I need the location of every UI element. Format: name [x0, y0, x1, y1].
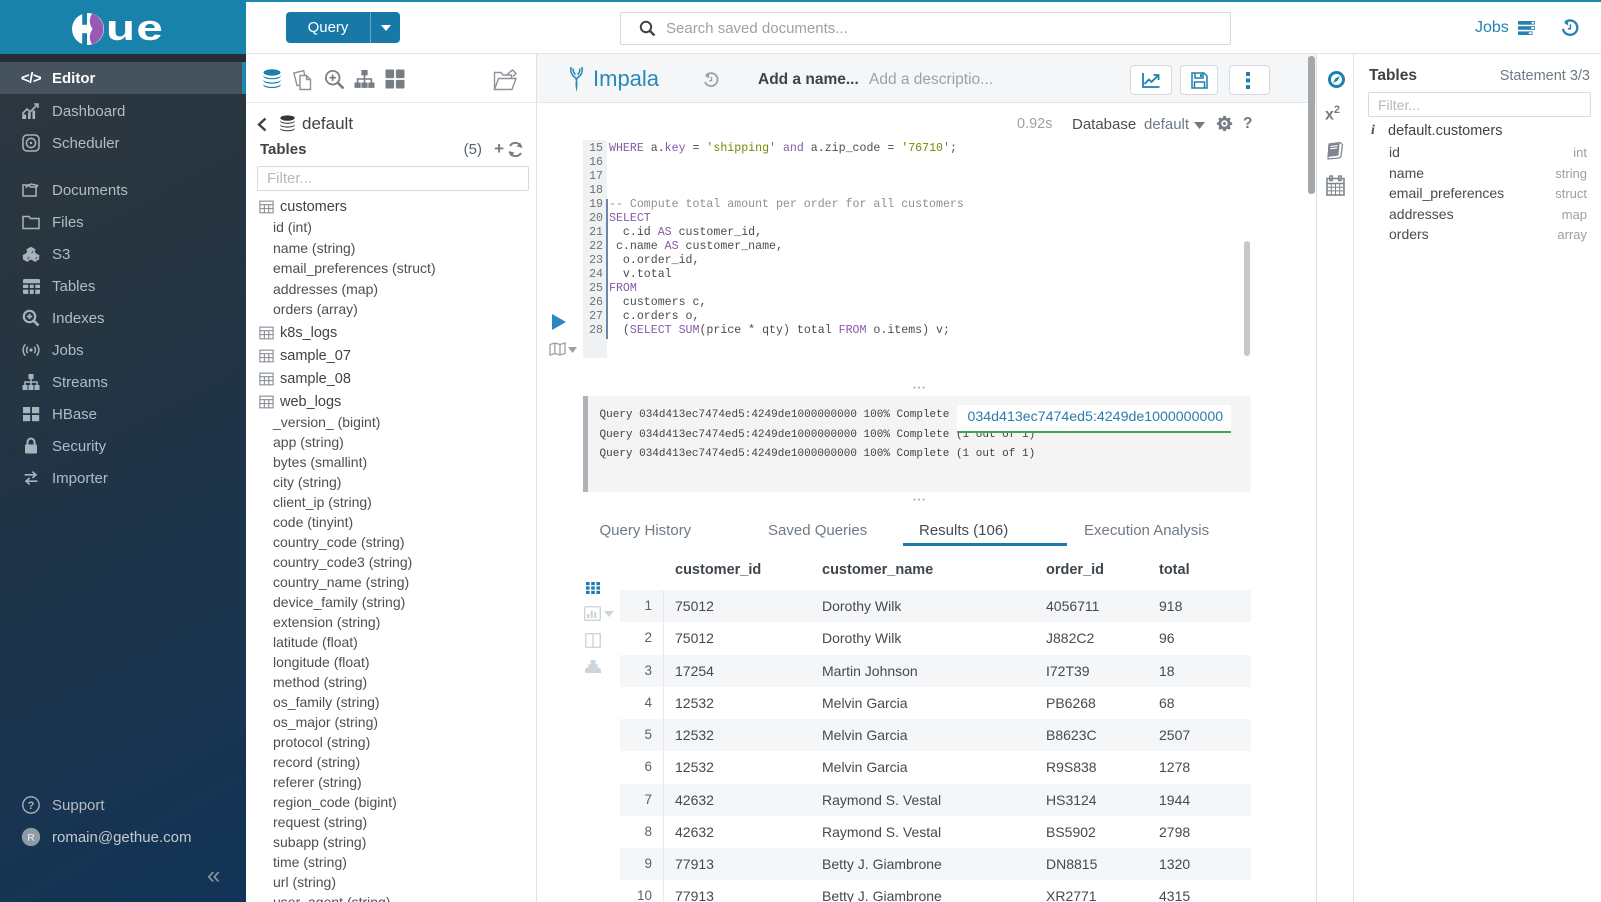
svg-text:?: ? — [28, 800, 35, 812]
svg-text:R: R — [27, 833, 35, 844]
